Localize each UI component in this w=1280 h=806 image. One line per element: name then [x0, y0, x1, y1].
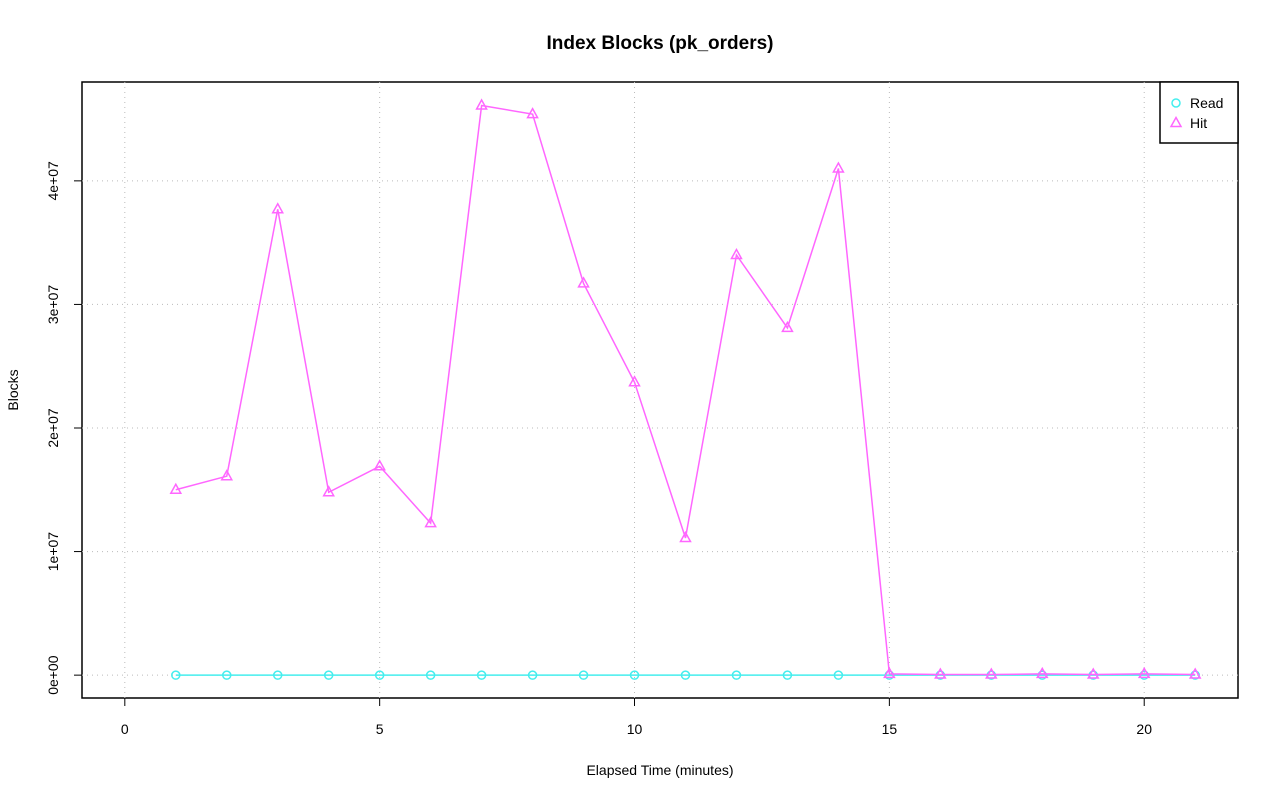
point [323, 670, 334, 680]
point [271, 202, 284, 214]
x-tick-label: 10 [627, 721, 643, 737]
point [934, 667, 947, 679]
point [782, 670, 793, 680]
point [628, 375, 641, 387]
legend-label: Read [1190, 95, 1223, 111]
chart-title: Index Blocks (pk_orders) [546, 33, 773, 54]
point [169, 482, 183, 495]
point [1036, 666, 1049, 679]
point [679, 530, 692, 543]
point [272, 670, 283, 680]
point [985, 667, 998, 679]
point [527, 670, 538, 680]
legend-label: Hit [1190, 115, 1207, 131]
point [1188, 667, 1202, 679]
point [577, 276, 590, 288]
point [374, 670, 385, 680]
x-axis-label: Elapsed Time (minutes) [586, 762, 733, 778]
point [373, 459, 386, 471]
y-tick-label: 3e+07 [45, 285, 61, 325]
point [730, 247, 743, 260]
point [1086, 667, 1100, 679]
point [171, 670, 181, 680]
legend-box [1159, 81, 1239, 144]
point [424, 516, 437, 528]
point [475, 98, 488, 110]
x-tick-label: 20 [1136, 721, 1152, 737]
y-tick-label: 0e+00 [45, 655, 61, 695]
y-axis-label: Blocks [5, 369, 21, 410]
point [781, 320, 794, 333]
point [222, 670, 232, 680]
point [476, 670, 487, 680]
point [629, 670, 640, 680]
point [526, 107, 539, 119]
y-tick-label: 4e+07 [45, 161, 61, 201]
point [731, 670, 742, 680]
point [220, 469, 234, 481]
point [578, 670, 589, 680]
legend-marker [1171, 98, 1181, 108]
x-tick-label: 0 [121, 721, 129, 737]
y-tick-label: 1e+07 [45, 532, 61, 572]
x-tick-label: 15 [882, 721, 898, 737]
point [832, 161, 845, 173]
point [322, 485, 335, 497]
point [680, 670, 691, 680]
point [883, 666, 896, 679]
plot-box [81, 81, 1239, 699]
legend-marker [1169, 115, 1183, 128]
point [1137, 666, 1151, 679]
y-tick-label: 2e+07 [45, 408, 61, 448]
series-line [175, 104, 1196, 676]
point [425, 670, 436, 680]
point [833, 670, 844, 680]
x-tick-label: 5 [376, 721, 384, 737]
